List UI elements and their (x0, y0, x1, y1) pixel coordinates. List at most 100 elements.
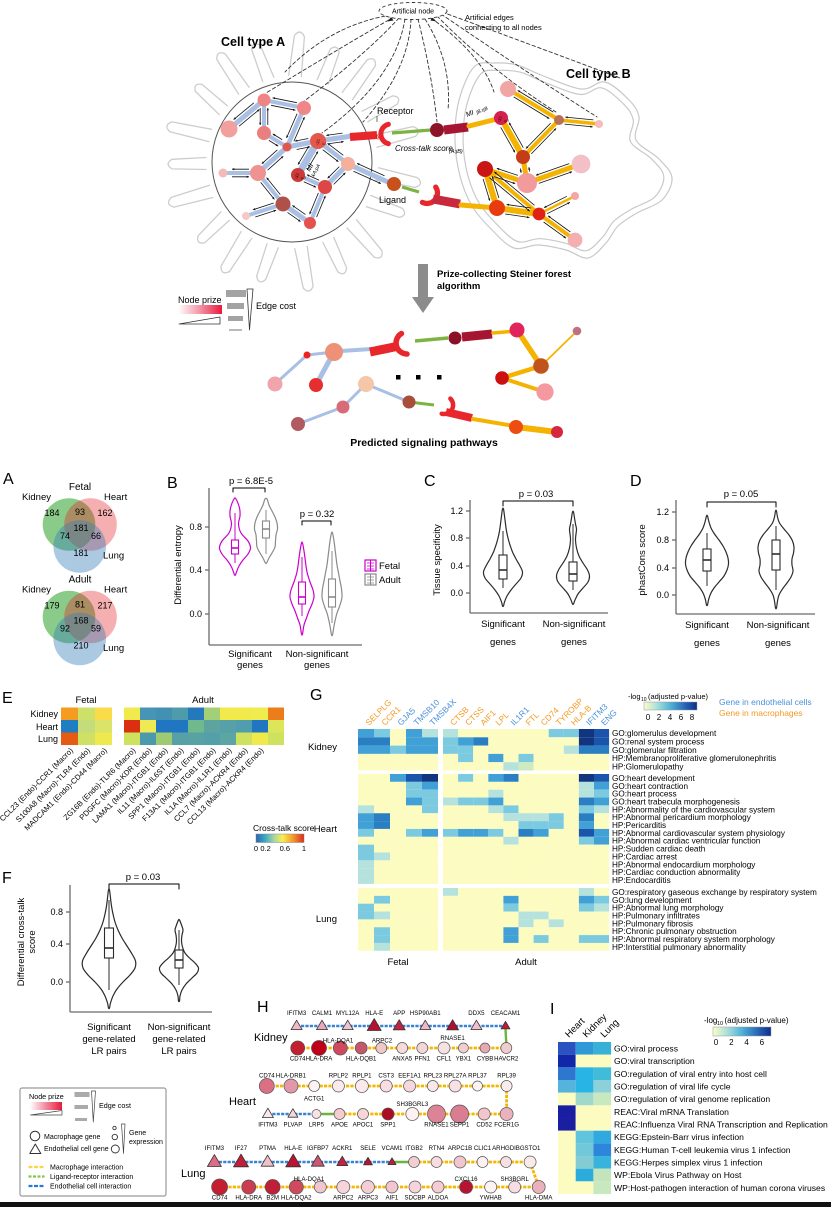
svg-text:jB:qB: jB:qB (475, 106, 490, 117)
svg-text:HP:Abnormality of the cardiova: HP:Abnormality of the cardiovascular sys… (612, 805, 775, 814)
svg-text:0.8: 0.8 (656, 535, 669, 545)
svg-text:MI: MI (306, 163, 316, 173)
svg-text:E: E (2, 690, 13, 707)
svg-text:IFITM3: IFITM3 (205, 1145, 225, 1152)
svg-text:Non-significant: Non-significant (747, 620, 810, 631)
svg-text:HP:Cardiac arrest: HP:Cardiac arrest (612, 852, 678, 861)
svg-text:REAC:Influenza Viral RNA Trans: REAC:Influenza Viral RNA Transcription a… (614, 1120, 828, 1130)
svg-text:HP:Pericarditis: HP:Pericarditis (612, 821, 666, 830)
svg-text:4: 4 (744, 1038, 749, 1047)
svg-text:162: 162 (97, 508, 112, 518)
svg-text:0.6: 0.6 (280, 844, 290, 853)
svg-text:Artificial node: Artificial node (392, 9, 434, 16)
svg-text:SH3BGRL: SH3BGRL (500, 1176, 529, 1183)
svg-text:210: 210 (73, 641, 88, 651)
svg-text:Significant: Significant (685, 620, 729, 631)
svg-text:Adult: Adult (69, 575, 92, 586)
svg-text:Kidney: Kidney (254, 1032, 288, 1044)
svg-text:74: 74 (60, 531, 70, 541)
svg-text:2: 2 (729, 1038, 734, 1047)
svg-text:qB: qB (504, 118, 509, 123)
svg-text:GO:heart process: GO:heart process (612, 790, 677, 799)
svg-text:SDCBP: SDCBP (405, 1195, 426, 1202)
svg-text:Heart: Heart (36, 722, 59, 732)
svg-text:8: 8 (690, 713, 695, 722)
svg-text:HLA-DQB1: HLA-DQB1 (346, 1056, 377, 1063)
svg-text:g: g (295, 173, 299, 179)
svg-text:Non-significant: Non-significant (543, 619, 606, 630)
svg-text:0.2: 0.2 (260, 844, 270, 853)
svg-text:(A:jB): (A:jB) (449, 149, 463, 155)
svg-text:HP:Glomerulopathy: HP:Glomerulopathy (612, 762, 684, 771)
svg-text:B: B (167, 475, 178, 492)
svg-text:genes: genes (694, 638, 720, 649)
svg-text:gene-related: gene-related (82, 1034, 135, 1045)
svg-text:GSTO1: GSTO1 (520, 1145, 541, 1152)
svg-text:HSP90AB1: HSP90AB1 (410, 1010, 441, 1017)
svg-text:ACTG1: ACTG1 (304, 1096, 325, 1103)
svg-text:H: H (257, 999, 269, 1016)
svg-text:(adjusted p-value): (adjusted p-value) (648, 692, 709, 701)
svg-text:A: A (3, 471, 14, 488)
svg-text:CFL1: CFL1 (437, 1056, 453, 1063)
svg-text:ARPC2: ARPC2 (333, 1195, 354, 1202)
svg-text:I: I (550, 1001, 554, 1018)
svg-text:p = 0.03: p = 0.03 (126, 872, 161, 883)
svg-text:HP:Abnormal cardiovascular sys: HP:Abnormal cardiovascular system physio… (612, 829, 786, 838)
svg-text:Kidney: Kidney (22, 492, 51, 503)
svg-text:APOE: APOE (331, 1122, 348, 1129)
svg-text:WP:Host-pathogen interaction o: WP:Host-pathogen interaction of human co… (614, 1183, 825, 1193)
svg-text:HLA-DRA: HLA-DRA (306, 1056, 334, 1063)
svg-text:0: 0 (714, 1038, 719, 1047)
svg-text:0.0: 0.0 (189, 609, 202, 619)
svg-text:HAVCR2: HAVCR2 (494, 1056, 519, 1063)
svg-text:GO:lung development: GO:lung development (612, 896, 692, 905)
svg-text:DDX5: DDX5 (468, 1010, 485, 1017)
svg-text:score: score (27, 930, 38, 953)
svg-text:Kidney: Kidney (308, 742, 337, 753)
svg-text:Adult: Adult (379, 575, 401, 586)
svg-text:HP:Sudden cardiac death: HP:Sudden cardiac death (612, 845, 706, 854)
svg-text:RNASE1: RNASE1 (424, 1122, 449, 1129)
svg-text:RPL27A: RPL27A (444, 1073, 468, 1080)
svg-text:GO:heart contraction: GO:heart contraction (612, 782, 688, 791)
svg-text:CD52: CD52 (476, 1122, 492, 1129)
svg-text:IFITM3: IFITM3 (258, 1122, 278, 1129)
svg-text:Adult: Adult (192, 695, 214, 706)
svg-text:HP:Abnormal lung morphology: HP:Abnormal lung morphology (612, 904, 724, 913)
svg-text:0.4: 0.4 (656, 563, 669, 573)
svg-text:CALM1: CALM1 (312, 1010, 333, 1017)
svg-text:LRP5: LRP5 (309, 1122, 325, 1129)
svg-text:6: 6 (760, 1038, 765, 1047)
svg-text:expression: expression (129, 1139, 163, 1146)
svg-text:Fetal: Fetal (75, 695, 96, 706)
svg-text:RTN4: RTN4 (429, 1145, 445, 1152)
svg-text:0.4: 0.4 (50, 939, 63, 949)
svg-text:pA: pA (300, 175, 306, 180)
svg-text:VCAM1: VCAM1 (382, 1145, 404, 1152)
svg-text:IFITM3: IFITM3 (287, 1010, 307, 1017)
svg-text:gene-related: gene-related (152, 1034, 205, 1045)
svg-text:HLA-DQA1: HLA-DQA1 (323, 1038, 354, 1045)
svg-text:0.4: 0.4 (450, 561, 463, 571)
svg-text:RPLP1: RPLP1 (352, 1073, 372, 1080)
svg-text:Non-significant: Non-significant (148, 1022, 211, 1033)
svg-text:Macrophage gene: Macrophage gene (44, 1134, 101, 1141)
svg-text:CD74: CD74 (212, 1195, 228, 1202)
svg-text:10: 10 (717, 1021, 723, 1027)
svg-text:KEGG:Herpes simplex virus 1 in: KEGG:Herpes simplex virus 1 infection (614, 1158, 763, 1168)
svg-text:Kidney: Kidney (22, 585, 51, 596)
svg-text:ARPC3: ARPC3 (358, 1195, 379, 1202)
svg-text:Cross-talk score: Cross-talk score (253, 823, 315, 833)
svg-text:LR pairs: LR pairs (91, 1046, 127, 1057)
svg-text:HP:Membranoproliferative glome: HP:Membranoproliferative glomerulonephri… (612, 754, 776, 763)
svg-text:IGFBP7: IGFBP7 (307, 1145, 329, 1152)
svg-text:Ligand-receptor interaction: Ligand-receptor interaction (50, 1174, 133, 1181)
svg-text:Significant: Significant (481, 619, 525, 630)
svg-text:GO:heart trabecula morphogenes: GO:heart trabecula morphogenesis (612, 797, 740, 806)
svg-text:FCER1G: FCER1G (494, 1122, 519, 1129)
svg-text:CXCL16: CXCL16 (454, 1176, 478, 1183)
svg-text:p = 0.03: p = 0.03 (519, 489, 554, 500)
svg-text:1.2: 1.2 (656, 507, 669, 517)
svg-text:Edge cost: Edge cost (256, 301, 297, 311)
